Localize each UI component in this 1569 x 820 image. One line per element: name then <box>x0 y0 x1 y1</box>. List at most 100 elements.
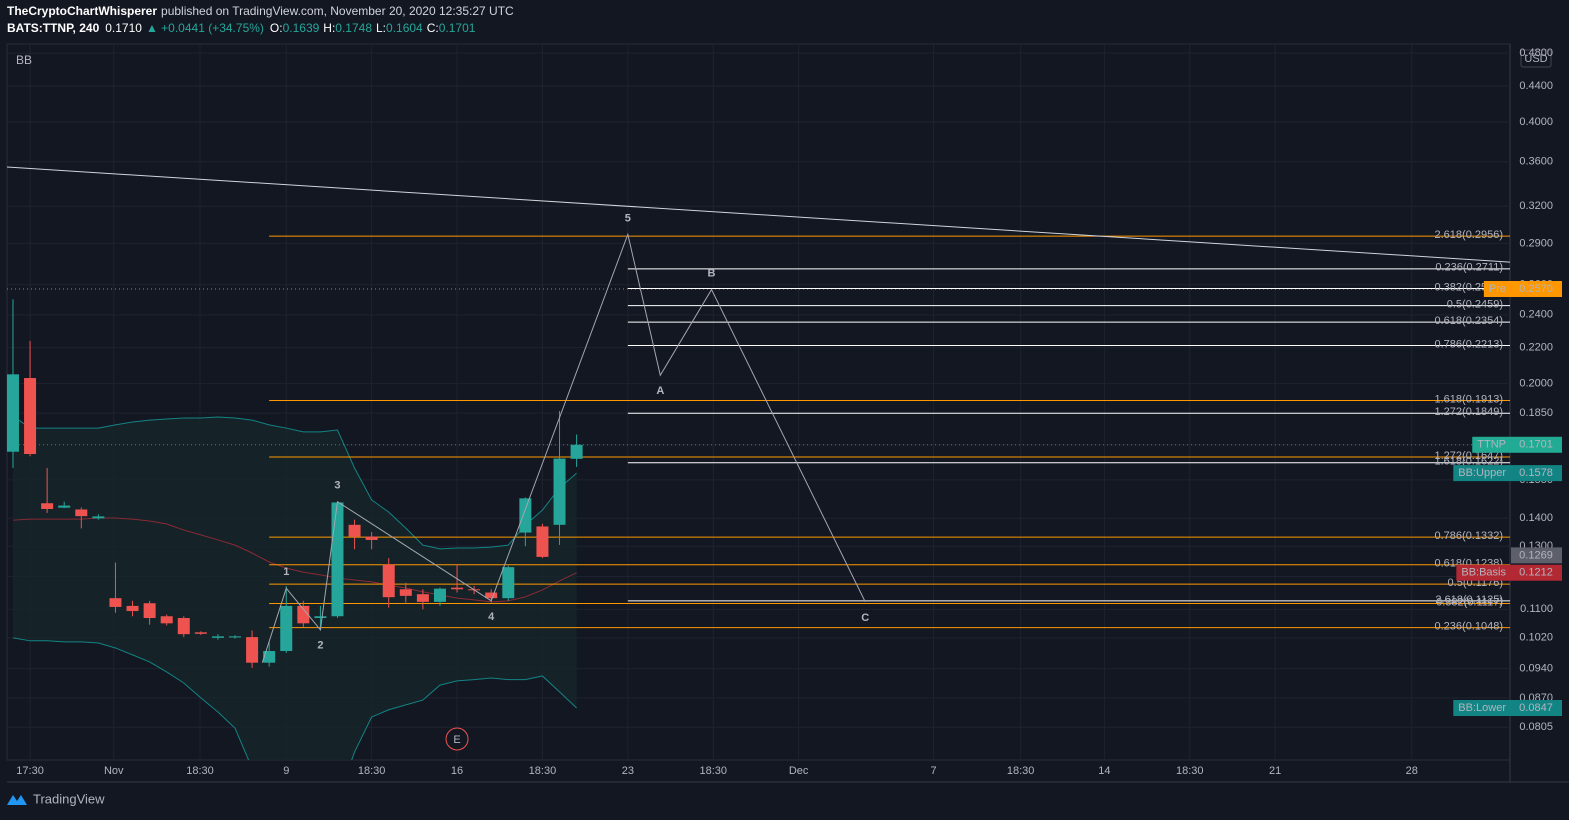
candle-body <box>229 636 242 638</box>
x-tick-label: 7 <box>931 765 937 777</box>
candle-body <box>485 592 498 599</box>
plot-area <box>7 166 1510 760</box>
candle-body <box>451 587 464 590</box>
currency[interactable]: USD <box>1524 53 1547 65</box>
price-badge-name: TTNP <box>1477 439 1506 451</box>
candle-body <box>416 594 429 602</box>
candle-body <box>143 603 156 619</box>
candle-body <box>41 503 54 509</box>
price-badge <box>1511 699 1562 716</box>
candle-body <box>382 564 395 598</box>
wave-label: 3 <box>334 480 340 492</box>
fib-label: 0.786(0.1332) <box>1435 530 1504 542</box>
candle-body <box>348 524 361 537</box>
y-tick-label: 0.2900 <box>1519 237 1553 249</box>
fib-label: 0.236(0.2711) <box>1435 262 1503 274</box>
currency-badge[interactable] <box>1520 49 1552 68</box>
bb-lower <box>12 637 577 760</box>
candle-body <box>263 651 276 663</box>
x-tick-label: 18:30 <box>699 765 727 777</box>
candle-body <box>75 509 88 517</box>
published: published on TradingView.com, November 2… <box>161 4 514 18</box>
bb-upper <box>12 415 577 550</box>
fib-label: 0.5(0.2459) <box>1447 299 1503 311</box>
price-badge-value: 0.0847 <box>1519 702 1553 714</box>
x-tick-label: Dec <box>789 765 809 777</box>
fib-label: 1.272(0.1849) <box>1435 406 1504 418</box>
ohlc-key: L: <box>376 21 386 35</box>
x-tick-label: 23 <box>622 765 634 777</box>
candle-body <box>211 636 224 638</box>
ohlc-value: 0.1604 <box>386 21 423 35</box>
trendline <box>7 166 1510 263</box>
y-tick-label: 0.1400 <box>1519 512 1553 524</box>
candle-body <box>297 605 310 624</box>
wave-label: C <box>861 612 869 624</box>
last-price: 0.1710 <box>105 21 142 35</box>
ohlc-value: 0.1639 <box>283 21 320 35</box>
price-badge-name: BB:Basis <box>1461 567 1506 579</box>
change: ▲ +0.0441 (+34.75%) <box>146 21 264 35</box>
y-tick-label: 0.0940 <box>1519 663 1553 675</box>
price-badge-value: 0.2570 <box>1519 283 1553 295</box>
price-badge-value: 0.1578 <box>1519 467 1553 479</box>
x-tick-label: 18:30 <box>1007 765 1035 777</box>
wave-label: B <box>708 267 716 279</box>
wave-label: 1 <box>283 566 289 578</box>
x-tick-label: 18:30 <box>186 765 214 777</box>
price-badge-name-box <box>1456 564 1511 581</box>
event-label[interactable]: E <box>453 734 460 746</box>
x-tick-label: 21 <box>1269 765 1281 777</box>
bb-basis <box>12 517 577 603</box>
x-tick-label: Nov <box>104 765 124 777</box>
y-tick-label: 0.0805 <box>1519 721 1553 733</box>
price-badge-value: 0.1701 <box>1519 439 1553 451</box>
fib-label: 0.618(0.2354) <box>1435 315 1504 327</box>
y-tick-label: 0.3200 <box>1519 200 1553 212</box>
x-tick-label: 18:30 <box>358 765 386 777</box>
candle-body <box>314 616 327 619</box>
fib-label: 1.272(0.1647) <box>1435 450 1504 462</box>
candle-body <box>92 516 105 519</box>
wave-label: 4 <box>488 611 495 623</box>
candle-body <box>160 616 173 624</box>
x-tick-label: 9 <box>283 765 289 777</box>
candle-body <box>24 378 37 454</box>
price-badge-name: BB:Upper <box>1458 467 1506 479</box>
x-tick-label: 18:30 <box>1176 765 1204 777</box>
indicator-label: BB <box>16 53 32 67</box>
price-badge-name: Pre <box>1489 283 1506 295</box>
fib-label: 1.618(0.1913) <box>1435 393 1504 405</box>
fib-label: 2.618(0.1125) <box>1435 594 1503 606</box>
x-tick-label: 17:30 <box>16 765 44 777</box>
y-tick-label: 0.1020 <box>1519 632 1553 644</box>
bb-fill <box>12 415 577 760</box>
x-tick-label: 16 <box>451 765 463 777</box>
ohlc-key: C: <box>427 21 439 35</box>
wave-label: 5 <box>625 212 631 224</box>
ohlc-key: O: <box>270 21 283 35</box>
event-marker[interactable] <box>445 727 469 751</box>
fib-label: 0.236(0.1048) <box>1435 621 1504 633</box>
y-tick-label: 0.3600 <box>1519 156 1553 168</box>
author: TheCryptoChartWhisperer <box>7 4 157 18</box>
candle-body <box>536 526 549 557</box>
price-badge <box>1511 280 1562 297</box>
brand: TradingView <box>33 791 105 806</box>
fib-label: 0.382(0.1117) <box>1436 596 1503 608</box>
candle-body <box>246 637 259 663</box>
candle-body <box>177 618 190 635</box>
y-tick-label: 0.4000 <box>1519 116 1553 128</box>
price-badge-name-box <box>1483 280 1511 297</box>
price-badge-value: 0.1269 <box>1519 549 1553 561</box>
wave-label: 2 <box>317 640 323 652</box>
header-line-1: TheCryptoChartWhisperer published on Trad… <box>7 4 514 18</box>
candle-body <box>399 589 412 596</box>
fib-label: 1.618(0.1622) <box>1435 456 1504 468</box>
y-tick-label: 0.1100 <box>1520 603 1553 615</box>
logo-icon <box>7 795 27 805</box>
candle-body <box>109 598 122 607</box>
y-tick-label: 0.4400 <box>1519 80 1553 92</box>
